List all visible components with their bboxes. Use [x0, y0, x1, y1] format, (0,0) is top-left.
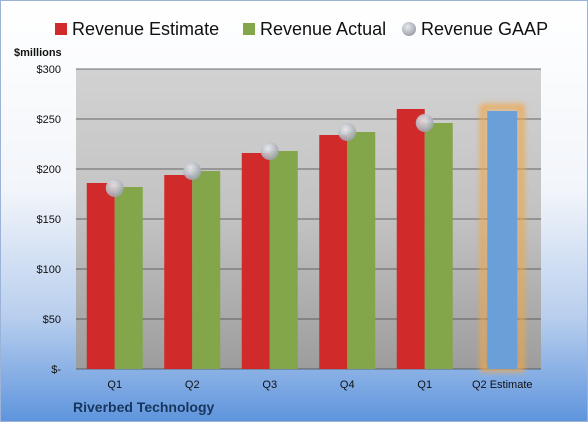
x-tick-label: Q2	[185, 379, 200, 391]
bar-actual	[347, 132, 376, 369]
bar-estimate-forecast	[487, 111, 518, 369]
y-axis-ticks: $- $50 $100 $150 $200 $250 $300	[37, 64, 62, 376]
bars	[86, 104, 525, 372]
x-tick-label: Q1	[107, 379, 122, 391]
bar-actual	[114, 187, 143, 369]
y-axis-unit-label: $millions	[14, 47, 62, 59]
y-tick-label: $200	[37, 164, 61, 176]
gaap-marker	[183, 162, 202, 180]
bar-actual	[192, 171, 221, 369]
legend-label-estimate: Revenue Estimate	[72, 19, 219, 39]
bar-estimate	[396, 109, 425, 369]
bar-estimate	[241, 153, 270, 369]
bar-actual	[424, 123, 453, 369]
legend-swatch-actual	[243, 23, 255, 35]
x-axis-ticks: Q1 Q2 Q3 Q4 Q1 Q2 Estimate	[107, 379, 532, 391]
legend-swatch-estimate	[55, 23, 67, 35]
legend-label-gaap: Revenue GAAP	[421, 19, 548, 39]
legend: Revenue Estimate Revenue Actual Revenue …	[55, 19, 548, 39]
bar-estimate	[319, 135, 348, 369]
legend-marker-gaap	[402, 22, 416, 36]
y-tick-label: $-	[51, 364, 61, 376]
gaap-marker	[260, 142, 279, 160]
bar-actual	[269, 151, 298, 369]
grid-lines	[76, 68, 541, 370]
y-tick-label: $300	[37, 64, 61, 76]
x-tick-label: Q4	[340, 379, 355, 391]
gaap-marker	[415, 114, 434, 132]
gaap-marker	[105, 179, 124, 197]
x-tick-label: Q2 Estimate	[472, 379, 533, 391]
legend-label-actual: Revenue Actual	[260, 19, 386, 39]
y-tick-label: $100	[37, 264, 61, 276]
bar-estimate	[86, 183, 115, 369]
gaap-marker	[338, 123, 357, 141]
x-tick-label: Q1	[417, 379, 432, 391]
y-tick-label: $150	[37, 214, 61, 226]
bar-estimate	[164, 175, 193, 369]
y-tick-label: $250	[37, 114, 61, 126]
x-tick-label: Q3	[262, 379, 277, 391]
y-tick-label: $50	[43, 314, 61, 326]
company-name: Riverbed Technology	[73, 399, 215, 415]
